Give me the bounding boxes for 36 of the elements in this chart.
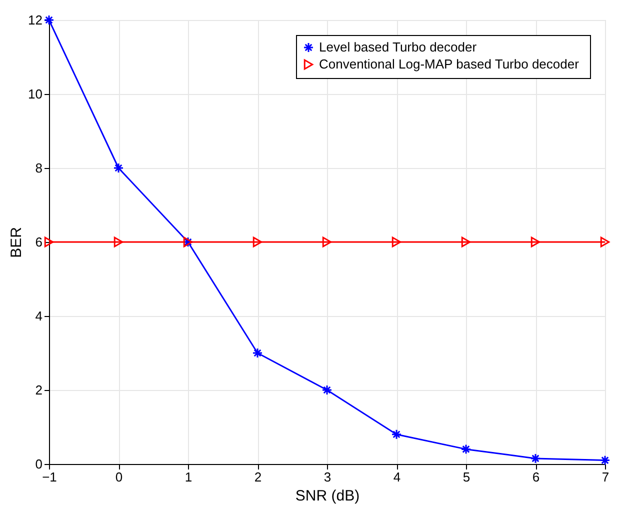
x-tick-label: 1 <box>184 470 192 484</box>
point <box>461 236 471 248</box>
x-axis-title: SNR (dB) <box>295 488 360 504</box>
y-tick-label: 12 <box>28 12 42 28</box>
point <box>114 236 124 248</box>
point <box>322 384 332 396</box>
point <box>113 162 124 174</box>
x-tick-label: 0 <box>115 470 123 484</box>
point <box>44 236 54 248</box>
x-tick-label: 2 <box>254 470 262 484</box>
point <box>391 429 402 440</box>
x-tick-label: 3 <box>324 470 332 484</box>
point <box>600 455 610 466</box>
x-tick-label: 7 <box>602 470 610 484</box>
x-tick-label: 6 <box>532 470 540 484</box>
point <box>530 236 540 248</box>
point <box>252 236 262 248</box>
y-tick-label: 8 <box>35 160 42 176</box>
y-tick-label: 6 <box>35 234 42 250</box>
x-tick-label: 5 <box>462 470 470 484</box>
point <box>392 236 402 248</box>
y-tick-label: 4 <box>35 308 42 324</box>
y-tick-label: 0 <box>35 456 42 472</box>
legend-label: Level based Turbo decoder <box>319 40 478 54</box>
y-tick-label: 10 <box>28 86 42 102</box>
y-axis-title: BER <box>8 226 26 258</box>
point <box>322 236 332 248</box>
legend-label: Conventional Log-MAP based Turbo decoder <box>319 56 580 72</box>
point <box>460 444 472 454</box>
point <box>252 348 263 358</box>
point <box>44 14 54 26</box>
point <box>600 236 610 248</box>
x-tick-label: −1 <box>42 470 57 484</box>
x-tick-label: 4 <box>393 470 401 484</box>
y-tick-label: 2 <box>35 382 42 398</box>
point <box>530 453 541 464</box>
